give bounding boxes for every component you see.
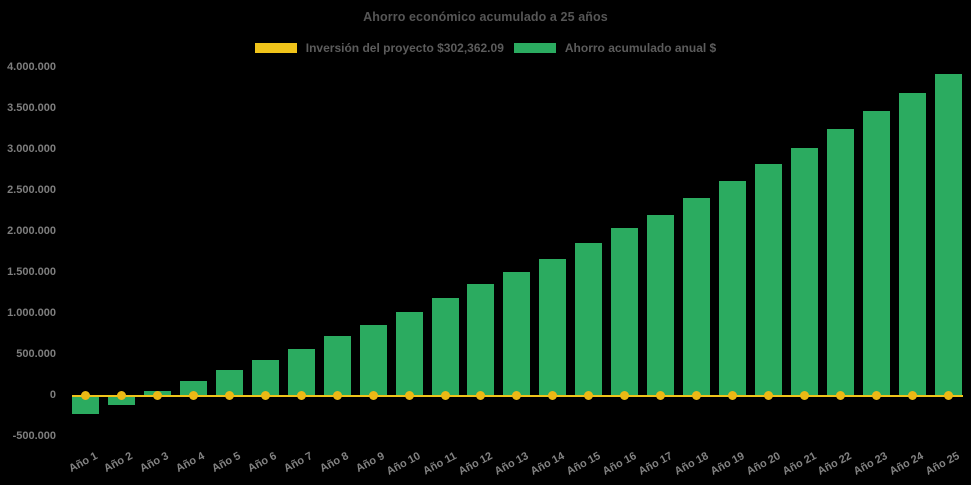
bar-año-12 — [467, 284, 495, 396]
investment-line-marker — [548, 391, 558, 401]
investment-line-marker — [692, 391, 702, 401]
investment-line-marker — [116, 391, 126, 401]
bar-año-23 — [862, 111, 890, 396]
y-axis-tick-label: 3.500.000 — [7, 102, 56, 114]
investment-line-marker — [871, 391, 881, 401]
y-axis-tick-label: 2.500.000 — [7, 184, 56, 196]
legend-swatch-savings — [513, 43, 556, 53]
investment-line-marker — [476, 391, 486, 401]
investment-line-marker — [440, 391, 450, 401]
investment-line-marker — [764, 391, 774, 401]
bar-año-7 — [287, 348, 315, 396]
bar-año-15 — [575, 242, 603, 396]
investment-line-marker — [368, 391, 378, 401]
investment-line-marker — [152, 391, 162, 401]
y-axis-tick-label: 4.000.000 — [7, 61, 56, 73]
investment-line-marker — [728, 391, 738, 401]
bar-año-11 — [431, 297, 459, 396]
bar-año-20 — [755, 163, 783, 396]
investment-line-marker — [296, 391, 306, 401]
investment-line-marker — [512, 391, 522, 401]
investment-line-marker — [404, 391, 414, 401]
investment-line-marker — [800, 391, 809, 401]
investment-line-marker — [260, 391, 270, 401]
bar-año-24 — [898, 92, 926, 396]
bar-año-2 — [107, 396, 135, 405]
bar-año-1 — [72, 396, 99, 414]
investment-line-marker — [620, 391, 630, 401]
bar-año-17 — [647, 214, 675, 396]
bar-año-19 — [719, 181, 747, 396]
bar-año-16 — [611, 228, 639, 396]
bar-año-22 — [826, 129, 854, 396]
investment-line-marker — [224, 391, 234, 401]
bar-año-13 — [503, 272, 531, 396]
legend-label-savings: Ahorro acumulado anual $ — [564, 41, 717, 55]
bar-año-25 — [934, 73, 962, 396]
bar-año-9 — [359, 325, 387, 396]
investment-line-marker — [332, 391, 342, 401]
bar-año-10 — [395, 311, 423, 396]
investment-line-marker — [81, 391, 90, 401]
y-axis-tick-label: 3.000.000 — [7, 143, 56, 155]
y-axis-tick-label: -500.000 — [12, 430, 56, 442]
investment-line-marker — [188, 391, 198, 401]
bar-año-18 — [683, 197, 711, 396]
legend-label-investment: Inversión del proyecto $302,362.09 — [305, 41, 504, 55]
investment-line-marker — [835, 391, 845, 401]
chart-title: Ahorro económico acumulado a 25 años — [363, 10, 608, 24]
investment-line-marker — [907, 391, 917, 401]
investment-line-marker — [656, 391, 666, 401]
bar-año-8 — [323, 336, 351, 396]
legend-item-savings: Ahorro acumulado anual $ — [513, 41, 717, 55]
y-axis-tick-label: 500.000 — [16, 348, 56, 360]
investment-line-marker — [584, 391, 594, 401]
y-axis-tick-label: 1.500.000 — [7, 266, 56, 278]
y-axis-tick-label: 1.000.000 — [7, 307, 56, 319]
bar-año-21 — [791, 147, 818, 396]
bar-año-14 — [539, 258, 567, 396]
investment-line-marker — [943, 391, 953, 401]
bar-año-6 — [251, 359, 279, 396]
legend-swatch-investment — [254, 43, 297, 53]
y-axis-tick-label: 0 — [49, 389, 56, 401]
bar-año-4 — [179, 381, 207, 396]
legend-item-investment: Inversión del proyecto $302,362.09 — [254, 41, 504, 55]
y-axis-tick-label: 2.000.000 — [7, 225, 56, 237]
legend: Inversión del proyecto $302,362.09 Ahorr… — [0, 39, 971, 57]
